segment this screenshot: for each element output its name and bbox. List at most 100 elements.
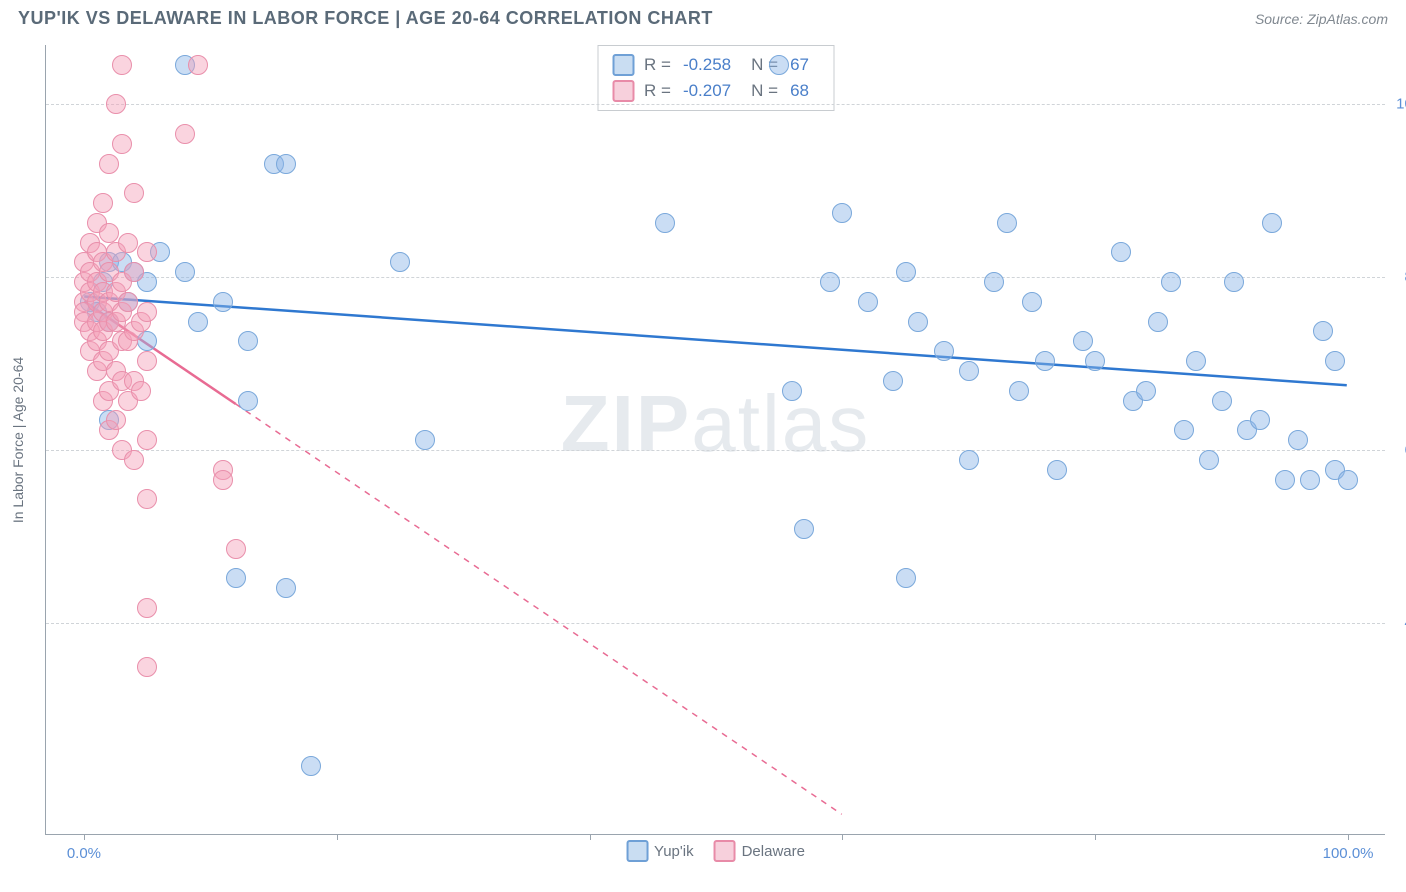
data-point: [1009, 381, 1029, 401]
legend-label: Yup'ik: [654, 843, 694, 860]
x-tick: [1095, 834, 1096, 840]
data-point: [137, 242, 157, 262]
stats-row: R = -0.207 N = 68: [612, 78, 819, 104]
y-tick-label: 47.5%: [1391, 614, 1406, 631]
data-point: [1174, 420, 1194, 440]
y-axis-label: In Labor Force | Age 20-64: [10, 356, 26, 522]
data-point: [1136, 381, 1156, 401]
x-tick: [842, 834, 843, 840]
data-point: [655, 213, 675, 233]
data-point: [1073, 331, 1093, 351]
data-point: [226, 568, 246, 588]
watermark: ZIPatlas: [561, 378, 870, 470]
data-point: [1022, 292, 1042, 312]
data-point: [1035, 351, 1055, 371]
data-point: [118, 233, 138, 253]
x-tick: [590, 834, 591, 840]
y-tick-label: 65.0%: [1391, 441, 1406, 458]
gridline: [46, 450, 1385, 451]
y-tick-label: 82.5%: [1391, 269, 1406, 286]
data-point: [415, 430, 435, 450]
data-point: [1186, 351, 1206, 371]
data-point: [1300, 470, 1320, 490]
chart-title: YUP'IK VS DELAWARE IN LABOR FORCE | AGE …: [18, 8, 713, 29]
data-point: [93, 193, 113, 213]
data-point: [883, 371, 903, 391]
data-point: [124, 262, 144, 282]
data-point: [959, 361, 979, 381]
data-point: [794, 519, 814, 539]
correlation-stats-box: R = -0.258 N = 67 R = -0.207 N = 68: [597, 45, 834, 111]
data-point: [238, 391, 258, 411]
x-tick-label: 0.0%: [67, 845, 101, 862]
data-point: [1161, 272, 1181, 292]
data-point: [1313, 321, 1333, 341]
data-point: [106, 94, 126, 114]
data-point: [1288, 430, 1308, 450]
data-point: [276, 154, 296, 174]
x-tick: [84, 834, 85, 840]
gridline: [46, 277, 1385, 278]
data-point: [1199, 450, 1219, 470]
data-point: [175, 124, 195, 144]
stat-label: N =: [751, 81, 778, 101]
data-point: [1325, 351, 1345, 371]
series-swatch: [626, 840, 648, 862]
data-point: [1212, 391, 1232, 411]
data-point: [118, 292, 138, 312]
series-swatch: [714, 840, 736, 862]
data-point: [276, 578, 296, 598]
data-point: [137, 430, 157, 450]
series-swatch: [612, 54, 634, 76]
data-point: [1148, 312, 1168, 332]
stat-r-value: -0.258: [681, 55, 741, 75]
data-point: [390, 252, 410, 272]
stat-r-value: -0.207: [681, 81, 741, 101]
data-point: [1250, 410, 1270, 430]
gridline: [46, 104, 1385, 105]
data-point: [137, 657, 157, 677]
x-tick-label: 100.0%: [1323, 845, 1374, 862]
data-point: [106, 410, 126, 430]
stat-label: R =: [644, 81, 671, 101]
x-tick: [337, 834, 338, 840]
data-point: [238, 331, 258, 351]
data-point: [124, 183, 144, 203]
data-point: [896, 262, 916, 282]
data-point: [1224, 272, 1244, 292]
data-point: [959, 450, 979, 470]
legend-item: Delaware: [714, 840, 805, 862]
x-tick: [1348, 834, 1349, 840]
data-point: [112, 134, 132, 154]
data-point: [188, 312, 208, 332]
gridline: [46, 623, 1385, 624]
stat-label: R =: [644, 55, 671, 75]
data-point: [137, 598, 157, 618]
legend-item: Yup'ik: [626, 840, 694, 862]
data-point: [908, 312, 928, 332]
data-point: [769, 55, 789, 75]
y-tick-label: 100.0%: [1391, 96, 1406, 113]
data-point: [175, 262, 195, 282]
data-point: [820, 272, 840, 292]
stat-n-value: 68: [788, 81, 819, 101]
data-point: [934, 341, 954, 361]
data-point: [124, 450, 144, 470]
series-swatch: [612, 80, 634, 102]
data-point: [137, 351, 157, 371]
data-point: [188, 55, 208, 75]
series-legend: Yup'ik Delaware: [626, 840, 805, 862]
data-point: [1275, 470, 1295, 490]
legend-label: Delaware: [742, 843, 805, 860]
data-point: [832, 203, 852, 223]
data-point: [112, 55, 132, 75]
data-point: [1262, 213, 1282, 233]
data-point: [984, 272, 1004, 292]
data-point: [858, 292, 878, 312]
data-point: [1085, 351, 1105, 371]
data-point: [1111, 242, 1131, 262]
scatter-chart: ZIPatlas In Labor Force | Age 20-64 R =-…: [45, 45, 1385, 835]
data-point: [213, 292, 233, 312]
stat-n-value: 67: [788, 55, 819, 75]
data-point: [99, 223, 119, 243]
